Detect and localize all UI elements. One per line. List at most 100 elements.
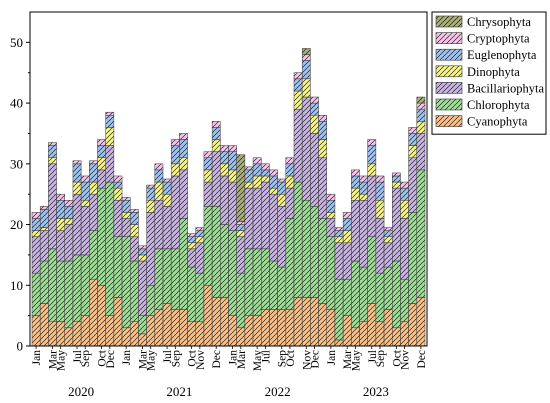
bar-chlorophyta-39-hatch [351, 260, 360, 329]
bar-cryptophyta-14-hatch [146, 184, 156, 189]
bar-bacillariophyta-39-hatch [351, 200, 360, 262]
bar-cryptophyta-34-hatch [310, 96, 319, 104]
x-tick-label: Dec [211, 350, 223, 369]
legend-swatch-hatch-chlorophyta [435, 98, 463, 111]
bar-euglenophyta-34-hatch [310, 102, 319, 116]
bar-cyanophyta-11-hatch [121, 327, 131, 347]
bar-cyanophyta-22-hatch [211, 297, 221, 347]
bar-chrysophyta-47-hatch [416, 96, 426, 104]
bar-dinophyta-4-hatch [64, 218, 74, 225]
bar-dinophyta-26-hatch [244, 181, 254, 189]
bar-chlorophyta-15-hatch [154, 248, 164, 310]
bar-cryptophyta-6-hatch [80, 175, 90, 183]
bar-chlorophyta-36-hatch [326, 236, 336, 310]
bar-euglenophyta-20-hatch [195, 230, 205, 237]
bar-euglenophyta-21-hatch [203, 157, 213, 171]
bar-euglenophyta-38-hatch [342, 218, 352, 231]
bar-bacillariophyta-32-hatch [293, 108, 303, 183]
bar-chlorophyta-31-hatch [285, 218, 295, 310]
bar-cyanophyta-30-hatch [277, 309, 287, 347]
bar-bacillariophyta-10-hatch [113, 200, 123, 237]
bar-cyanophyta-43-hatch [383, 309, 393, 347]
bar-bacillariophyta-13-hatch [138, 260, 147, 316]
bar-dinophyta-44-hatch [392, 181, 401, 189]
bar-dinophyta-21-hatch [203, 169, 213, 183]
bar-bacillariophyta-46-hatch [408, 157, 418, 213]
bar-cryptophyta-4-hatch [64, 200, 74, 207]
bar-cyanophyta-18-hatch [179, 309, 188, 347]
bar-cryptophyta-29-hatch [269, 169, 278, 177]
bar-bacillariophyta-11-hatch [121, 218, 131, 237]
bar-euglenophyta-26-hatch [244, 169, 254, 183]
bar-euglenophyta-37-hatch [334, 230, 344, 237]
bar-euglenophyta-4-hatch [64, 206, 74, 219]
bar-euglenophyta-43-hatch [383, 230, 393, 237]
x-tick-label: Jul [72, 350, 84, 363]
bar-dinophyta-9-hatch [105, 127, 115, 146]
legend-label-dinophyta: Dinophyta [467, 65, 520, 79]
bar-euglenophyta-42-hatch [375, 181, 385, 201]
bar-euglenophyta-12-hatch [130, 212, 139, 225]
y-tick-label: 50 [10, 35, 23, 50]
bar-euglenophyta-8-hatch [97, 145, 106, 159]
x-tick-label: Dec [105, 350, 117, 369]
bar-euglenophyta-9-hatch [105, 114, 115, 128]
bar-cryptophyta-11-hatch [121, 196, 131, 201]
legend-swatch-hatch-chrysophyta [435, 15, 463, 28]
bar-bacillariophyta-40-hatch [359, 200, 368, 268]
bar-cyanophyta-12-hatch [130, 321, 139, 347]
bar-dinophyta-7-hatch [89, 181, 98, 195]
x-tick-label: Mar [48, 350, 60, 369]
bar-euglenophyta-7-hatch [89, 163, 98, 183]
bar-euglenophyta-27-hatch [252, 163, 262, 177]
bar-cryptophyta-24-hatch [228, 145, 237, 152]
bar-dinophyta-38-hatch [342, 230, 352, 244]
bar-bacillariophyta-38-hatch [342, 242, 352, 280]
bar-chlorophyta-19-hatch [187, 266, 196, 322]
y-axis: 0 10 20 30 40 50 [10, 35, 30, 354]
bar-bacillariophyta-2-hatch [48, 163, 57, 250]
legend-label-euglenophyta: Euglenophyta [467, 48, 537, 62]
y-tick-label: 20 [10, 217, 23, 232]
bar-chlorophyta-47-hatch [416, 169, 426, 298]
bar-cryptophyta-15-hatch [154, 163, 164, 171]
bar-cryptophyta-28-hatch [261, 163, 270, 171]
bar-cyanophyta-9-hatch [105, 315, 115, 347]
bar-bacillariophyta-3-hatch [56, 230, 66, 262]
bar-euglenophyta-24-hatch [228, 151, 237, 171]
bar-cyanophyta-25-hatch [236, 327, 246, 347]
bar-chlorophyta-28-hatch [261, 248, 270, 310]
bar-cyanophyta-40-hatch [359, 321, 368, 347]
year-label: 2020 [68, 384, 94, 399]
bar-chlorophyta-46-hatch [408, 212, 418, 304]
bar-bacillariophyta-8-hatch [97, 169, 106, 189]
bar-chlorophyta-35-hatch [318, 218, 327, 304]
bar-dinophyta-31-hatch [285, 175, 295, 189]
x-tick-label: Nov [400, 350, 412, 370]
bar-cyanophyta-42-hatch [375, 321, 385, 347]
legend-label-bacillariophyta: Bacillariophyta [467, 81, 545, 95]
x-tick-label: Jan [31, 350, 43, 366]
bar-cyanophyta-31-hatch [285, 309, 295, 347]
bar-chlorophyta-23-hatch [220, 224, 229, 298]
bar-euglenophyta-45-hatch [400, 187, 409, 201]
x-tick-label: Mar [342, 350, 354, 369]
bar-chlorophyta-44-hatch [392, 260, 401, 329]
bar-cyanophyta-21-hatch [203, 285, 213, 347]
bar-cyanophyta-13-hatch [138, 333, 147, 347]
bar-cyanophyta-39-hatch [351, 327, 360, 347]
bar-chlorophyta-33-hatch [301, 200, 311, 298]
bar-euglenophyta-35-hatch [318, 121, 327, 140]
bar-chlorophyta-34-hatch [310, 206, 319, 298]
bar-chlorophyta-12-hatch [130, 260, 139, 322]
bar-cryptophyta-30-hatch [277, 178, 287, 183]
bar-dinophyta-14-hatch [146, 200, 156, 213]
bar-chlorophyta-16-hatch [162, 248, 172, 304]
bar-chlorophyta-25-hatch [236, 272, 246, 329]
bar-euglenophyta-3-hatch [56, 200, 66, 219]
bar-cryptophyta-20-hatch [195, 227, 205, 231]
bar-dinophyta-12-hatch [130, 224, 139, 237]
bar-chlorophyta-32-hatch [293, 181, 303, 298]
bar-bacillariophyta-5-hatch [72, 193, 82, 256]
